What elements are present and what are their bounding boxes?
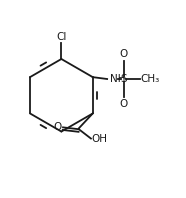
Text: O: O — [120, 99, 128, 109]
Text: OH: OH — [92, 134, 108, 145]
Text: O: O — [120, 49, 128, 59]
Text: CH₃: CH₃ — [141, 74, 160, 84]
Text: Cl: Cl — [56, 32, 67, 42]
Text: S: S — [121, 74, 127, 84]
Text: NH: NH — [110, 74, 126, 84]
Text: O: O — [54, 122, 62, 132]
